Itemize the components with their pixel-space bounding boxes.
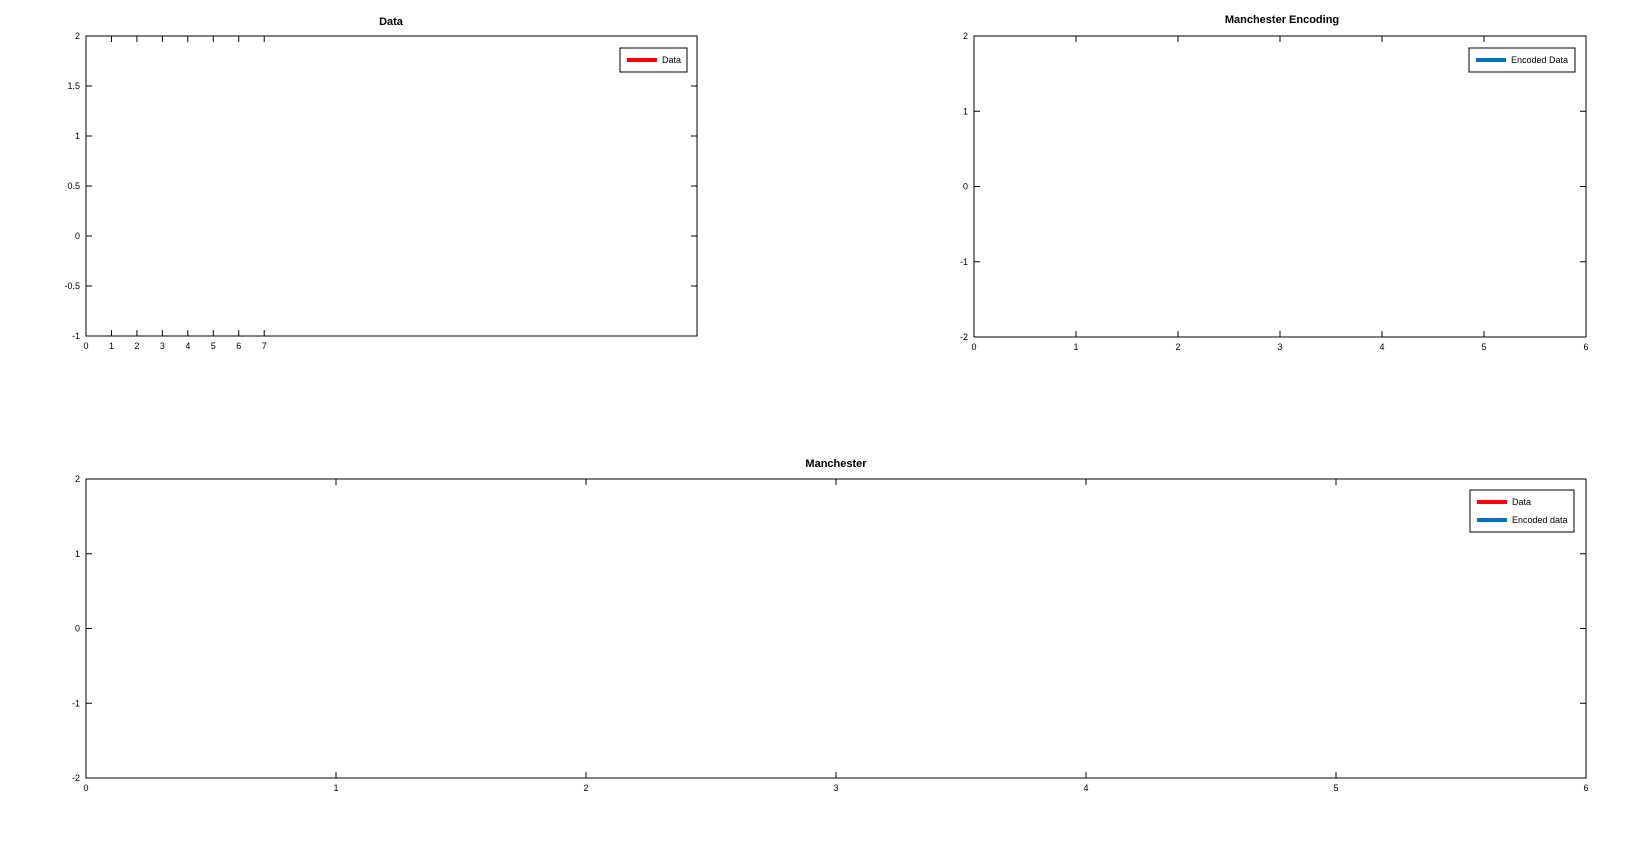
- y-tick-label: -1: [72, 331, 80, 341]
- x-tick-label: 4: [1083, 783, 1088, 793]
- x-tick-label: 4: [185, 341, 190, 351]
- x-tick-label: 5: [1481, 342, 1486, 352]
- legend-label: Data: [1512, 497, 1531, 507]
- legend: Data: [619, 47, 688, 73]
- y-tick-label: -2: [960, 332, 968, 342]
- x-tick-label: 2: [583, 783, 588, 793]
- x-tick-label: 1: [109, 341, 114, 351]
- legend-box: [1469, 489, 1575, 533]
- y-tick-label: 0: [75, 624, 80, 634]
- y-tick-label: 1: [75, 549, 80, 559]
- x-tick-label: 2: [134, 341, 139, 351]
- legend-label: Data: [662, 55, 681, 65]
- x-tick-label: 5: [1333, 783, 1338, 793]
- x-tick-label: 3: [833, 783, 838, 793]
- chart-title: Data: [379, 16, 404, 28]
- x-tick-label: 1: [1073, 342, 1078, 352]
- x-tick-label: 2: [1175, 342, 1180, 352]
- subplot-manchester-encoding: Manchester Encoding 0 1 2 3 4 5 6 -2 -1 0 1 2 Encode…: [960, 14, 1589, 352]
- y-tick-label: -1: [960, 257, 968, 267]
- x-tick-label: 0: [971, 342, 976, 352]
- legend: Encoded Data: [1468, 47, 1576, 73]
- y-tick-label: 2: [963, 31, 968, 41]
- subplot-manchester: Manchester 0 1 2 3 4 5 6 -2 -1 0 1 2 Data Encoded dat…: [72, 458, 1589, 793]
- chart-title: Manchester: [805, 458, 867, 470]
- x-tick-label: 3: [1277, 342, 1282, 352]
- x-tick-label: 5: [211, 341, 216, 351]
- legend-label: Encoded data: [1512, 515, 1568, 525]
- x-tick-label: 6: [1583, 342, 1588, 352]
- x-tick-label: 4: [1379, 342, 1384, 352]
- x-tick-label: 6: [1583, 783, 1588, 793]
- x-tick-label: 0: [83, 341, 88, 351]
- axes-frame: [85, 478, 1587, 779]
- axes-frame: [973, 35, 1587, 338]
- y-tick-label: 1.5: [67, 81, 80, 91]
- y-tick-label: 0: [75, 231, 80, 241]
- y-tick-label: 1: [75, 131, 80, 141]
- subplot-data: Data 0 1 2 3 4 5 6 7 -1 -0.5 0 0.5 1 1.5 2 Data: [64, 16, 698, 351]
- y-tick-label: 0.5: [67, 181, 80, 191]
- y-tick-label: -2: [72, 773, 80, 783]
- y-tick-label: 2: [75, 474, 80, 484]
- axes-frame: [85, 35, 698, 337]
- x-tick-label: 3: [160, 341, 165, 351]
- legend-label: Encoded Data: [1511, 55, 1568, 65]
- x-tick-label: 0: [83, 783, 88, 793]
- x-tick-label: 1: [333, 783, 338, 793]
- legend: Data Encoded data: [1469, 489, 1575, 533]
- x-tick-label: 6: [236, 341, 241, 351]
- chart-title: Manchester Encoding: [1225, 14, 1339, 26]
- y-tick-label: -0.5: [64, 281, 80, 291]
- y-tick-label: 0: [963, 182, 968, 192]
- y-tick-label: 1: [963, 106, 968, 116]
- y-tick-label: -1: [72, 698, 80, 708]
- x-tick-label: 7: [262, 341, 267, 351]
- y-tick-label: 2: [75, 31, 80, 41]
